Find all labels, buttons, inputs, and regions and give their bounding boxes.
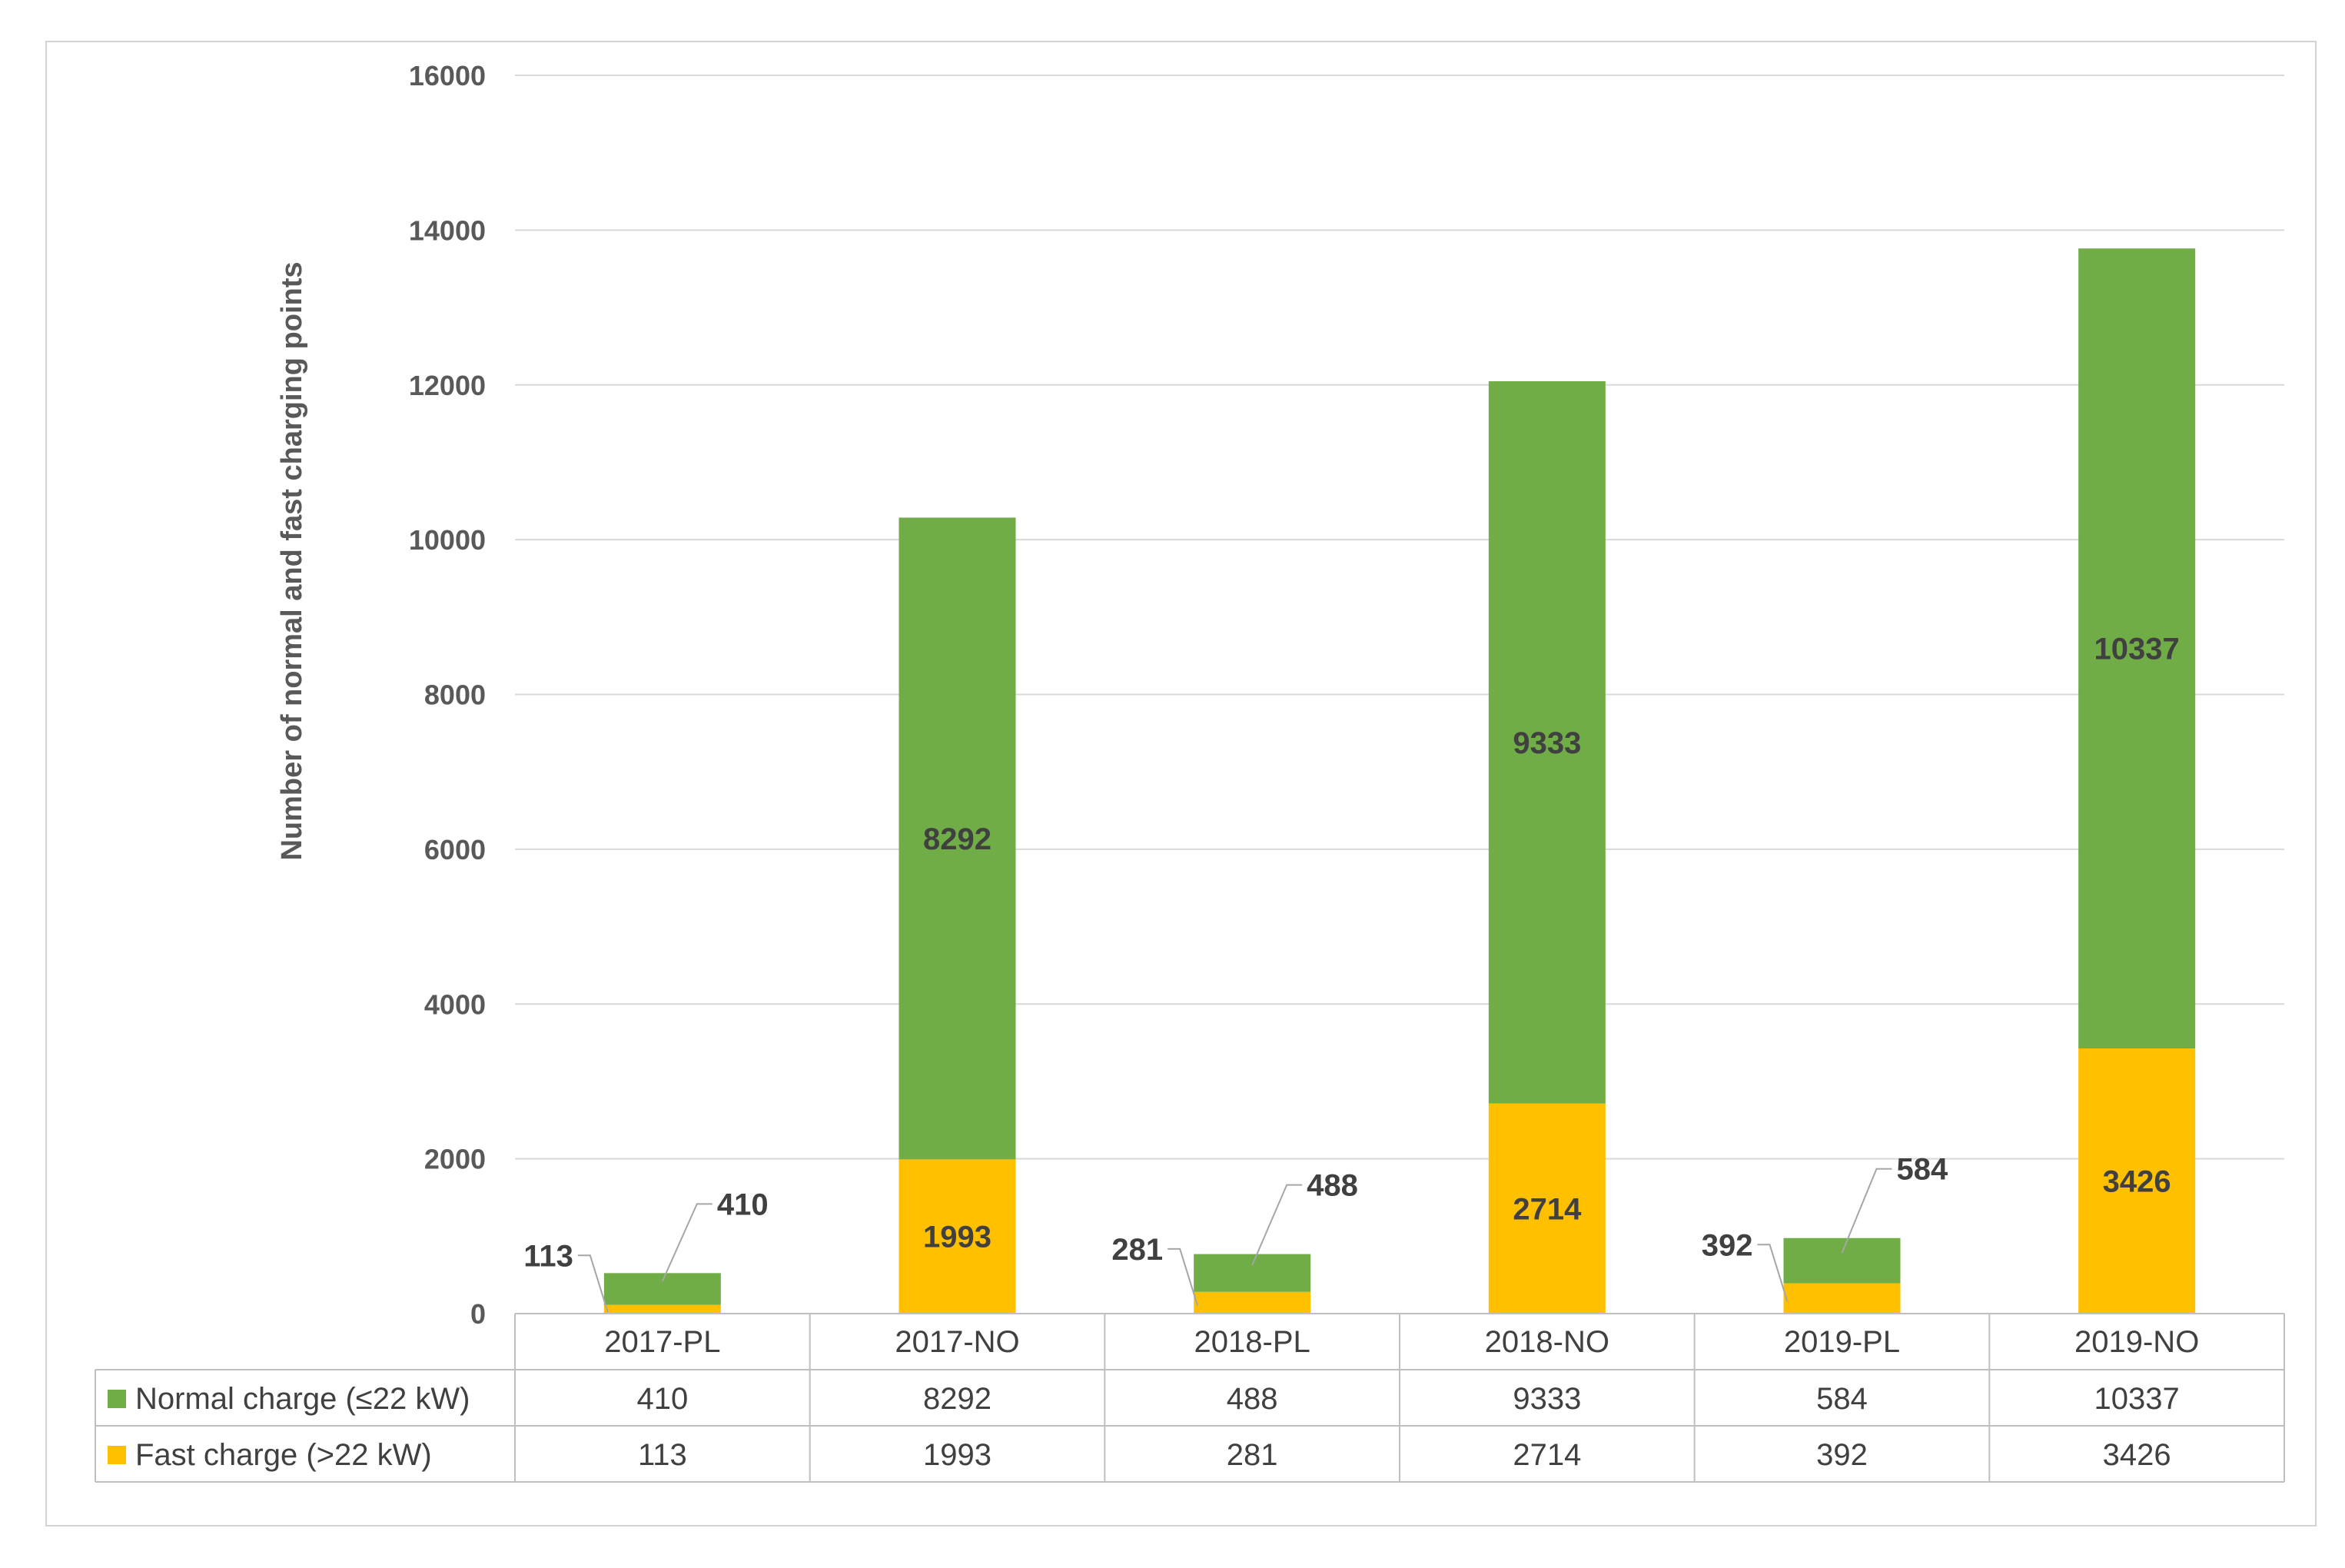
bar-normal-charge bbox=[603, 1273, 721, 1305]
table-cell: 10337 bbox=[2094, 1382, 2180, 1416]
table-cell: 8292 bbox=[923, 1382, 991, 1416]
bar-normal-charge bbox=[1783, 1237, 1901, 1284]
legend-swatch bbox=[108, 1390, 126, 1408]
bar-fast-charge bbox=[603, 1304, 721, 1314]
bar-fast-charge bbox=[1194, 1291, 1311, 1314]
x-category-label: 2017-PL bbox=[604, 1325, 720, 1359]
data-label-fast: 281 bbox=[1111, 1233, 1163, 1267]
y-axis-ticks: 0 2000 4000 6000 8000 10000 12000 14000 16000 bbox=[409, 60, 486, 1330]
data-label-normal: 9333 bbox=[1513, 726, 1581, 760]
leader-line bbox=[1251, 1184, 1303, 1266]
chart-frame bbox=[45, 41, 2317, 1526]
y-tick-label: 10000 bbox=[409, 524, 486, 556]
y-tick-label: 16000 bbox=[409, 60, 486, 91]
data-label-fast: 1993 bbox=[923, 1221, 991, 1254]
table-cell: 488 bbox=[1227, 1382, 1278, 1416]
table-cell: 113 bbox=[638, 1438, 687, 1472]
bar-normal-charge bbox=[1194, 1254, 1311, 1292]
x-category-label: 2018-NO bbox=[1485, 1325, 1609, 1359]
leader-line bbox=[577, 1254, 609, 1313]
y-tick-label: 8000 bbox=[424, 679, 486, 711]
bar-fast-charge bbox=[1783, 1283, 1901, 1314]
data-label-normal: 488 bbox=[1307, 1169, 1358, 1203]
data-label-fast: 392 bbox=[1702, 1228, 1753, 1262]
y-tick-label: 6000 bbox=[424, 834, 486, 865]
table-cell: 3426 bbox=[2103, 1438, 2171, 1472]
table-cell: 1993 bbox=[923, 1438, 991, 1472]
x-category-label: 2017-NO bbox=[895, 1325, 1019, 1359]
legend-label: Normal charge (≤22 kW) bbox=[135, 1382, 470, 1416]
leader-line bbox=[1757, 1244, 1789, 1302]
bar-fast-charge bbox=[2078, 1048, 2196, 1314]
leader-line bbox=[661, 1203, 712, 1282]
data-label-normal: 410 bbox=[717, 1188, 769, 1221]
data-label-fast: 3426 bbox=[2103, 1165, 2171, 1199]
data-label-normal: 10337 bbox=[2094, 633, 2180, 666]
y-tick-label: 14000 bbox=[409, 214, 486, 246]
y-tick-label: 0 bbox=[470, 1298, 486, 1330]
y-tick-label: 2000 bbox=[424, 1144, 486, 1175]
data-labels: 113 410 1993 8292 281 488 2714 9333 392 584 3426 10… bbox=[523, 633, 2180, 1313]
bars bbox=[603, 248, 2196, 1314]
y-axis-title: Number of normal and fast charging point… bbox=[276, 261, 308, 860]
y-tick-label: 12000 bbox=[409, 370, 486, 401]
x-category-label: 2019-PL bbox=[1784, 1325, 1900, 1359]
data-table: 2017-PL 2017-NO 2018-PL 2018-NO 2019-PL 2019-… bbox=[95, 1313, 2285, 1483]
bar-normal-charge bbox=[1488, 381, 1606, 1104]
data-label-fast: 2714 bbox=[1513, 1192, 1582, 1226]
legend-swatch bbox=[108, 1446, 126, 1464]
x-category-label: 2018-PL bbox=[1194, 1325, 1310, 1359]
table-cell: 9333 bbox=[1513, 1382, 1581, 1416]
table-cell: 584 bbox=[1816, 1382, 1868, 1416]
y-tick-label: 4000 bbox=[424, 988, 486, 1020]
table-cell: 410 bbox=[636, 1382, 688, 1416]
table-cell: 281 bbox=[1227, 1438, 1278, 1472]
bar-normal-charge bbox=[2078, 248, 2196, 1049]
leader-line bbox=[1168, 1247, 1199, 1307]
bar-fast-charge bbox=[898, 1159, 1016, 1314]
gridlines bbox=[515, 75, 2284, 1160]
bar-normal-charge bbox=[898, 517, 1016, 1160]
table-cell: 392 bbox=[1816, 1438, 1868, 1472]
data-label-normal: 8292 bbox=[923, 822, 991, 856]
data-label-normal: 584 bbox=[1897, 1153, 1948, 1187]
table-cell: 2714 bbox=[1513, 1438, 1581, 1472]
x-category-label: 2019-NO bbox=[2074, 1325, 2199, 1359]
bar-fast-charge bbox=[1488, 1103, 1606, 1314]
leader-line bbox=[1841, 1168, 1892, 1254]
data-label-fast: 113 bbox=[523, 1239, 573, 1273]
legend-label: Fast charge (>22 kW) bbox=[135, 1438, 432, 1472]
